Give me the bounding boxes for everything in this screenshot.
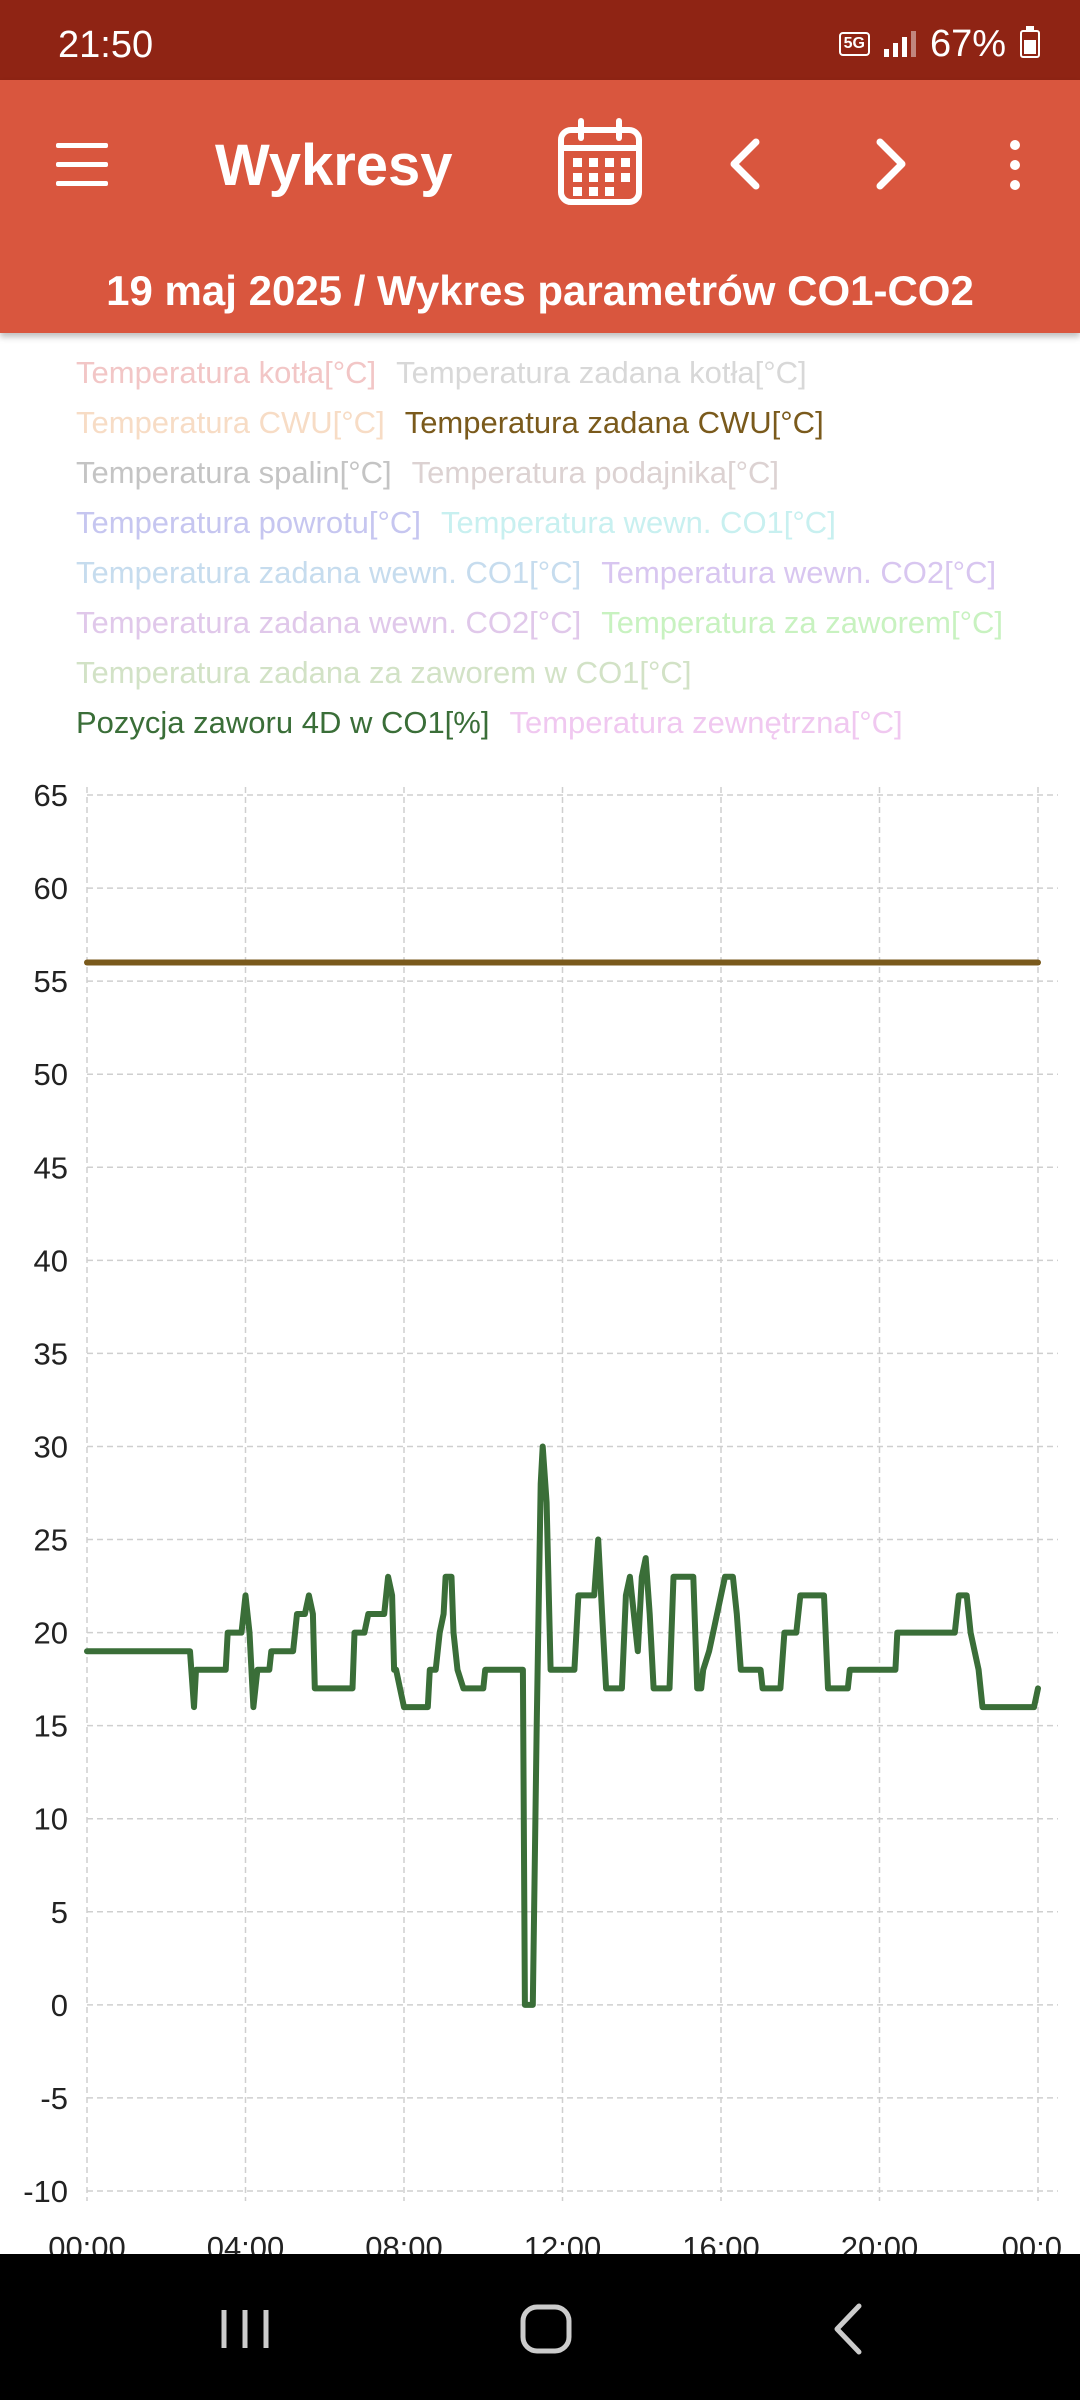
legend-item[interactable]: Pozycja zaworu 4D w CO1[%] bbox=[76, 705, 490, 740]
back-icon[interactable] bbox=[815, 2294, 885, 2364]
x-tick-label: 08:00 bbox=[365, 2230, 443, 2255]
chevron-right-icon[interactable] bbox=[862, 132, 918, 196]
recent-apps-icon[interactable] bbox=[210, 2294, 280, 2364]
chart-legend: Temperatura kotła[°C] Temperatura zadana … bbox=[76, 352, 1066, 744]
y-tick-label: -5 bbox=[40, 2081, 68, 2116]
legend-item[interactable]: Temperatura zadana wewn. CO1[°C] bbox=[76, 555, 582, 590]
legend-item[interactable]: Temperatura zadana kotła[°C] bbox=[396, 355, 807, 390]
calendar-icon[interactable] bbox=[555, 118, 645, 208]
status-bar: 21:50 5G 67% bbox=[0, 0, 1080, 80]
y-tick-label: 55 bbox=[34, 964, 68, 999]
y-tick-label: 5 bbox=[51, 1895, 68, 1930]
menu-icon[interactable] bbox=[52, 143, 112, 187]
x-tick-label: 12:00 bbox=[524, 2230, 602, 2255]
battery-icon bbox=[1020, 26, 1040, 58]
signal-icon bbox=[883, 31, 916, 57]
chart-subtitle: 19 maj 2025 / Wykres parametrów CO1-CO2 bbox=[106, 267, 974, 314]
home-icon[interactable] bbox=[511, 2294, 581, 2364]
y-tick-label: 15 bbox=[34, 1709, 68, 1744]
legend-item[interactable]: Temperatura zewnętrzna[°C] bbox=[509, 705, 903, 740]
y-tick-label: 30 bbox=[34, 1429, 68, 1464]
legend-item[interactable]: Temperatura powrotu[°C] bbox=[76, 505, 421, 540]
more-vert-icon[interactable] bbox=[995, 135, 1035, 195]
legend-item[interactable]: Temperatura kotła[°C] bbox=[76, 355, 377, 390]
battery-percent: 67% bbox=[929, 22, 1006, 65]
x-tick-label: 20:00 bbox=[841, 2230, 919, 2255]
y-tick-label: 25 bbox=[34, 1523, 68, 1558]
y-tick-label: 40 bbox=[34, 1243, 68, 1278]
x-tick-label: 16:00 bbox=[682, 2230, 760, 2255]
x-tick-label: 00:0 bbox=[1002, 2230, 1062, 2255]
y-tick-label: -10 bbox=[23, 2174, 68, 2209]
legend-item[interactable]: Temperatura zadana CWU[°C] bbox=[404, 405, 824, 440]
series-line-1 bbox=[84, 1443, 1041, 2008]
y-tick-label: 50 bbox=[34, 1057, 68, 1092]
status-time: 21:50 bbox=[58, 24, 154, 66]
status-indicators: 5G 67% bbox=[838, 22, 1040, 65]
legend-item[interactable]: Temperatura wewn. CO1[°C] bbox=[440, 505, 836, 540]
app-bar: Wykresy 19 maj 2025 / Wykres parametrów … bbox=[0, 80, 1080, 333]
chevron-left-icon[interactable] bbox=[718, 132, 774, 196]
x-tick-label: 04:00 bbox=[207, 2230, 285, 2255]
system-nav-bar bbox=[0, 2254, 1080, 2400]
y-tick-label: 65 bbox=[34, 778, 68, 813]
y-tick-label: 35 bbox=[34, 1336, 68, 1371]
y-tick-label: 10 bbox=[34, 1802, 68, 1837]
legend-item[interactable]: Temperatura wewn. CO2[°C] bbox=[601, 555, 997, 590]
legend-item[interactable]: Temperatura spalin[°C] bbox=[76, 455, 392, 490]
y-tick-label: 45 bbox=[34, 1150, 68, 1185]
y-tick-label: 60 bbox=[34, 871, 68, 906]
network-5g-icon: 5G bbox=[838, 32, 870, 56]
legend-item[interactable]: Temperatura podajnika[°C] bbox=[411, 455, 780, 490]
x-tick-label: 00:00 bbox=[48, 2230, 126, 2255]
y-tick-label: 0 bbox=[51, 1988, 68, 2023]
legend-item[interactable]: Temperatura zadana wewn. CO2[°C] bbox=[76, 605, 582, 640]
legend-item[interactable]: Temperatura za zaworem[°C] bbox=[601, 605, 1003, 640]
legend-item[interactable]: Temperatura CWU[°C] bbox=[76, 405, 385, 440]
page-title: Wykresy bbox=[215, 133, 453, 198]
y-tick-label: 20 bbox=[34, 1616, 68, 1651]
legend-item[interactable]: Temperatura zadana za zaworem w CO1[°C] bbox=[76, 655, 692, 690]
